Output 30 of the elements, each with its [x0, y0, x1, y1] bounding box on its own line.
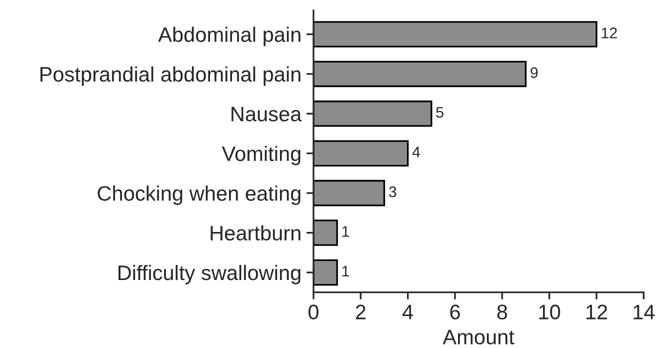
data-label: 1: [342, 226, 349, 237]
x-tick-label: 6: [450, 304, 460, 320]
bar: [313, 140, 409, 167]
bar: [313, 60, 527, 88]
x-tick-label: 10: [539, 304, 560, 320]
data-label: 5: [436, 107, 444, 118]
y-tick-label: Heartburn: [210, 225, 300, 241]
data-label: 12: [602, 28, 617, 38]
x-tick-label: 4: [402, 304, 414, 320]
data-label: 4: [412, 146, 420, 158]
x-tick-label: 0: [308, 304, 318, 320]
x-tick-label: 8: [497, 304, 508, 320]
y-tick-label: Chocking when eating: [98, 186, 300, 205]
bar: [313, 21, 598, 48]
y-tick-label: Postprandial abdominal pain: [40, 66, 300, 86]
data-label: 1: [342, 266, 349, 276]
bar: [313, 220, 338, 246]
data-label: 3: [388, 186, 396, 198]
x-tick-label: 12: [586, 304, 608, 320]
bar: [313, 259, 338, 286]
x-axis-title: Amount: [442, 330, 514, 344]
x-tick-label: 14: [634, 304, 655, 320]
y-tick-label: Vomiting: [222, 146, 300, 166]
bar: [313, 100, 432, 127]
x-tick-label: 2: [356, 304, 366, 320]
y-tick-label: Abdominal pain: [158, 26, 300, 46]
y-tick-label: Difficulty swallowing: [118, 264, 300, 284]
bar: [313, 180, 386, 206]
y-tick-label: Nausea: [232, 106, 302, 122]
data-label: 9: [530, 67, 538, 78]
